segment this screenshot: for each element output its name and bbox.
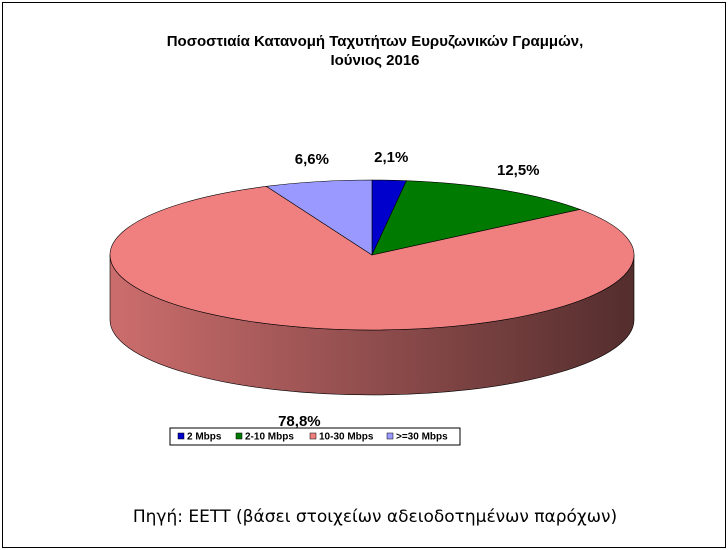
legend: 2 Mbps 2-10 Mbps 10-30 Mbps >=30 Mbps	[177, 432, 448, 443]
slice	[265, 179, 373, 256]
slice	[371, 180, 582, 256]
legend-swatch	[309, 432, 317, 440]
legend-label: 2-10 Mbps	[245, 432, 294, 443]
legend-label: 2 Mbps	[187, 432, 222, 443]
legend-swatch	[235, 432, 243, 440]
data-label: 12,5%	[497, 162, 540, 179]
legend-swatch	[386, 432, 394, 440]
legend-label: 10-30 Mbps	[319, 432, 374, 443]
legend-swatch	[177, 432, 185, 440]
chart-subtitle: Ιούνιος 2016	[330, 52, 419, 69]
pie: 2,1% 12,5% 78,8% 6,6%	[109, 149, 635, 430]
data-label: 6,6%	[295, 151, 329, 168]
legend-label: >=30 Mbps	[396, 432, 448, 443]
chart-title: Ποσοστιαία Κατανομή Ταχυτήτων Ευρυζωνικώ…	[167, 33, 584, 50]
slice	[109, 186, 635, 331]
data-label: 2,1%	[374, 149, 408, 166]
source-note: Πηγή: ΕΕΤΤ (βάσει στοιχείων αδειοδοτημέν…	[133, 507, 617, 527]
data-label: 78,8%	[278, 413, 321, 430]
